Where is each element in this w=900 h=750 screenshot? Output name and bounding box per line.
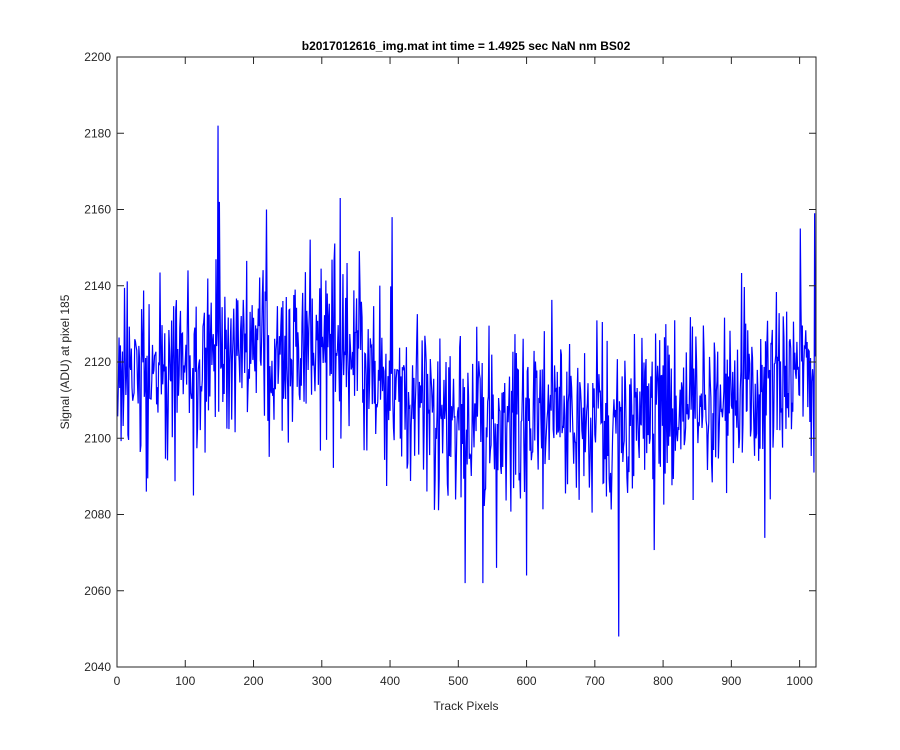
y-tick-label: 2160 [84,203,111,217]
x-tick-label: 800 [653,674,673,688]
y-tick-label: 2080 [84,508,111,522]
chart-title: b2017012616_img.mat int time = 1.4925 se… [302,39,631,53]
x-tick-label: 300 [312,674,332,688]
x-tick-label: 900 [721,674,741,688]
x-tick-label: 200 [244,674,264,688]
y-tick-label: 2060 [84,584,111,598]
series-line-signal [117,125,817,637]
x-tick-label: 400 [380,674,400,688]
x-tick-label: 1000 [786,674,813,688]
x-tick-label: 600 [517,674,537,688]
plot-area [117,57,816,667]
x-ticks: 0 100 200 300 400 500 600 700 800 900 1000 [114,57,813,688]
y-ticks: 2040 2060 2080 2100 2120 2140 2160 2180 2200 [84,50,816,674]
y-tick-label: 2100 [84,431,111,445]
x-tick-label: 500 [448,674,468,688]
y-tick-label: 2140 [84,279,111,293]
x-tick-label: 0 [114,674,121,688]
y-tick-label: 2200 [84,50,111,64]
y-tick-label: 2180 [84,126,111,140]
y-axis-label: Signal (ADU) at pixel 185 [58,294,72,429]
series-layer [117,125,817,637]
y-tick-label: 2040 [84,660,111,674]
x-tick-label: 100 [175,674,195,688]
x-tick-label: 700 [585,674,605,688]
x-axis-label: Track Pixels [434,699,499,713]
y-tick-label: 2120 [84,355,111,369]
